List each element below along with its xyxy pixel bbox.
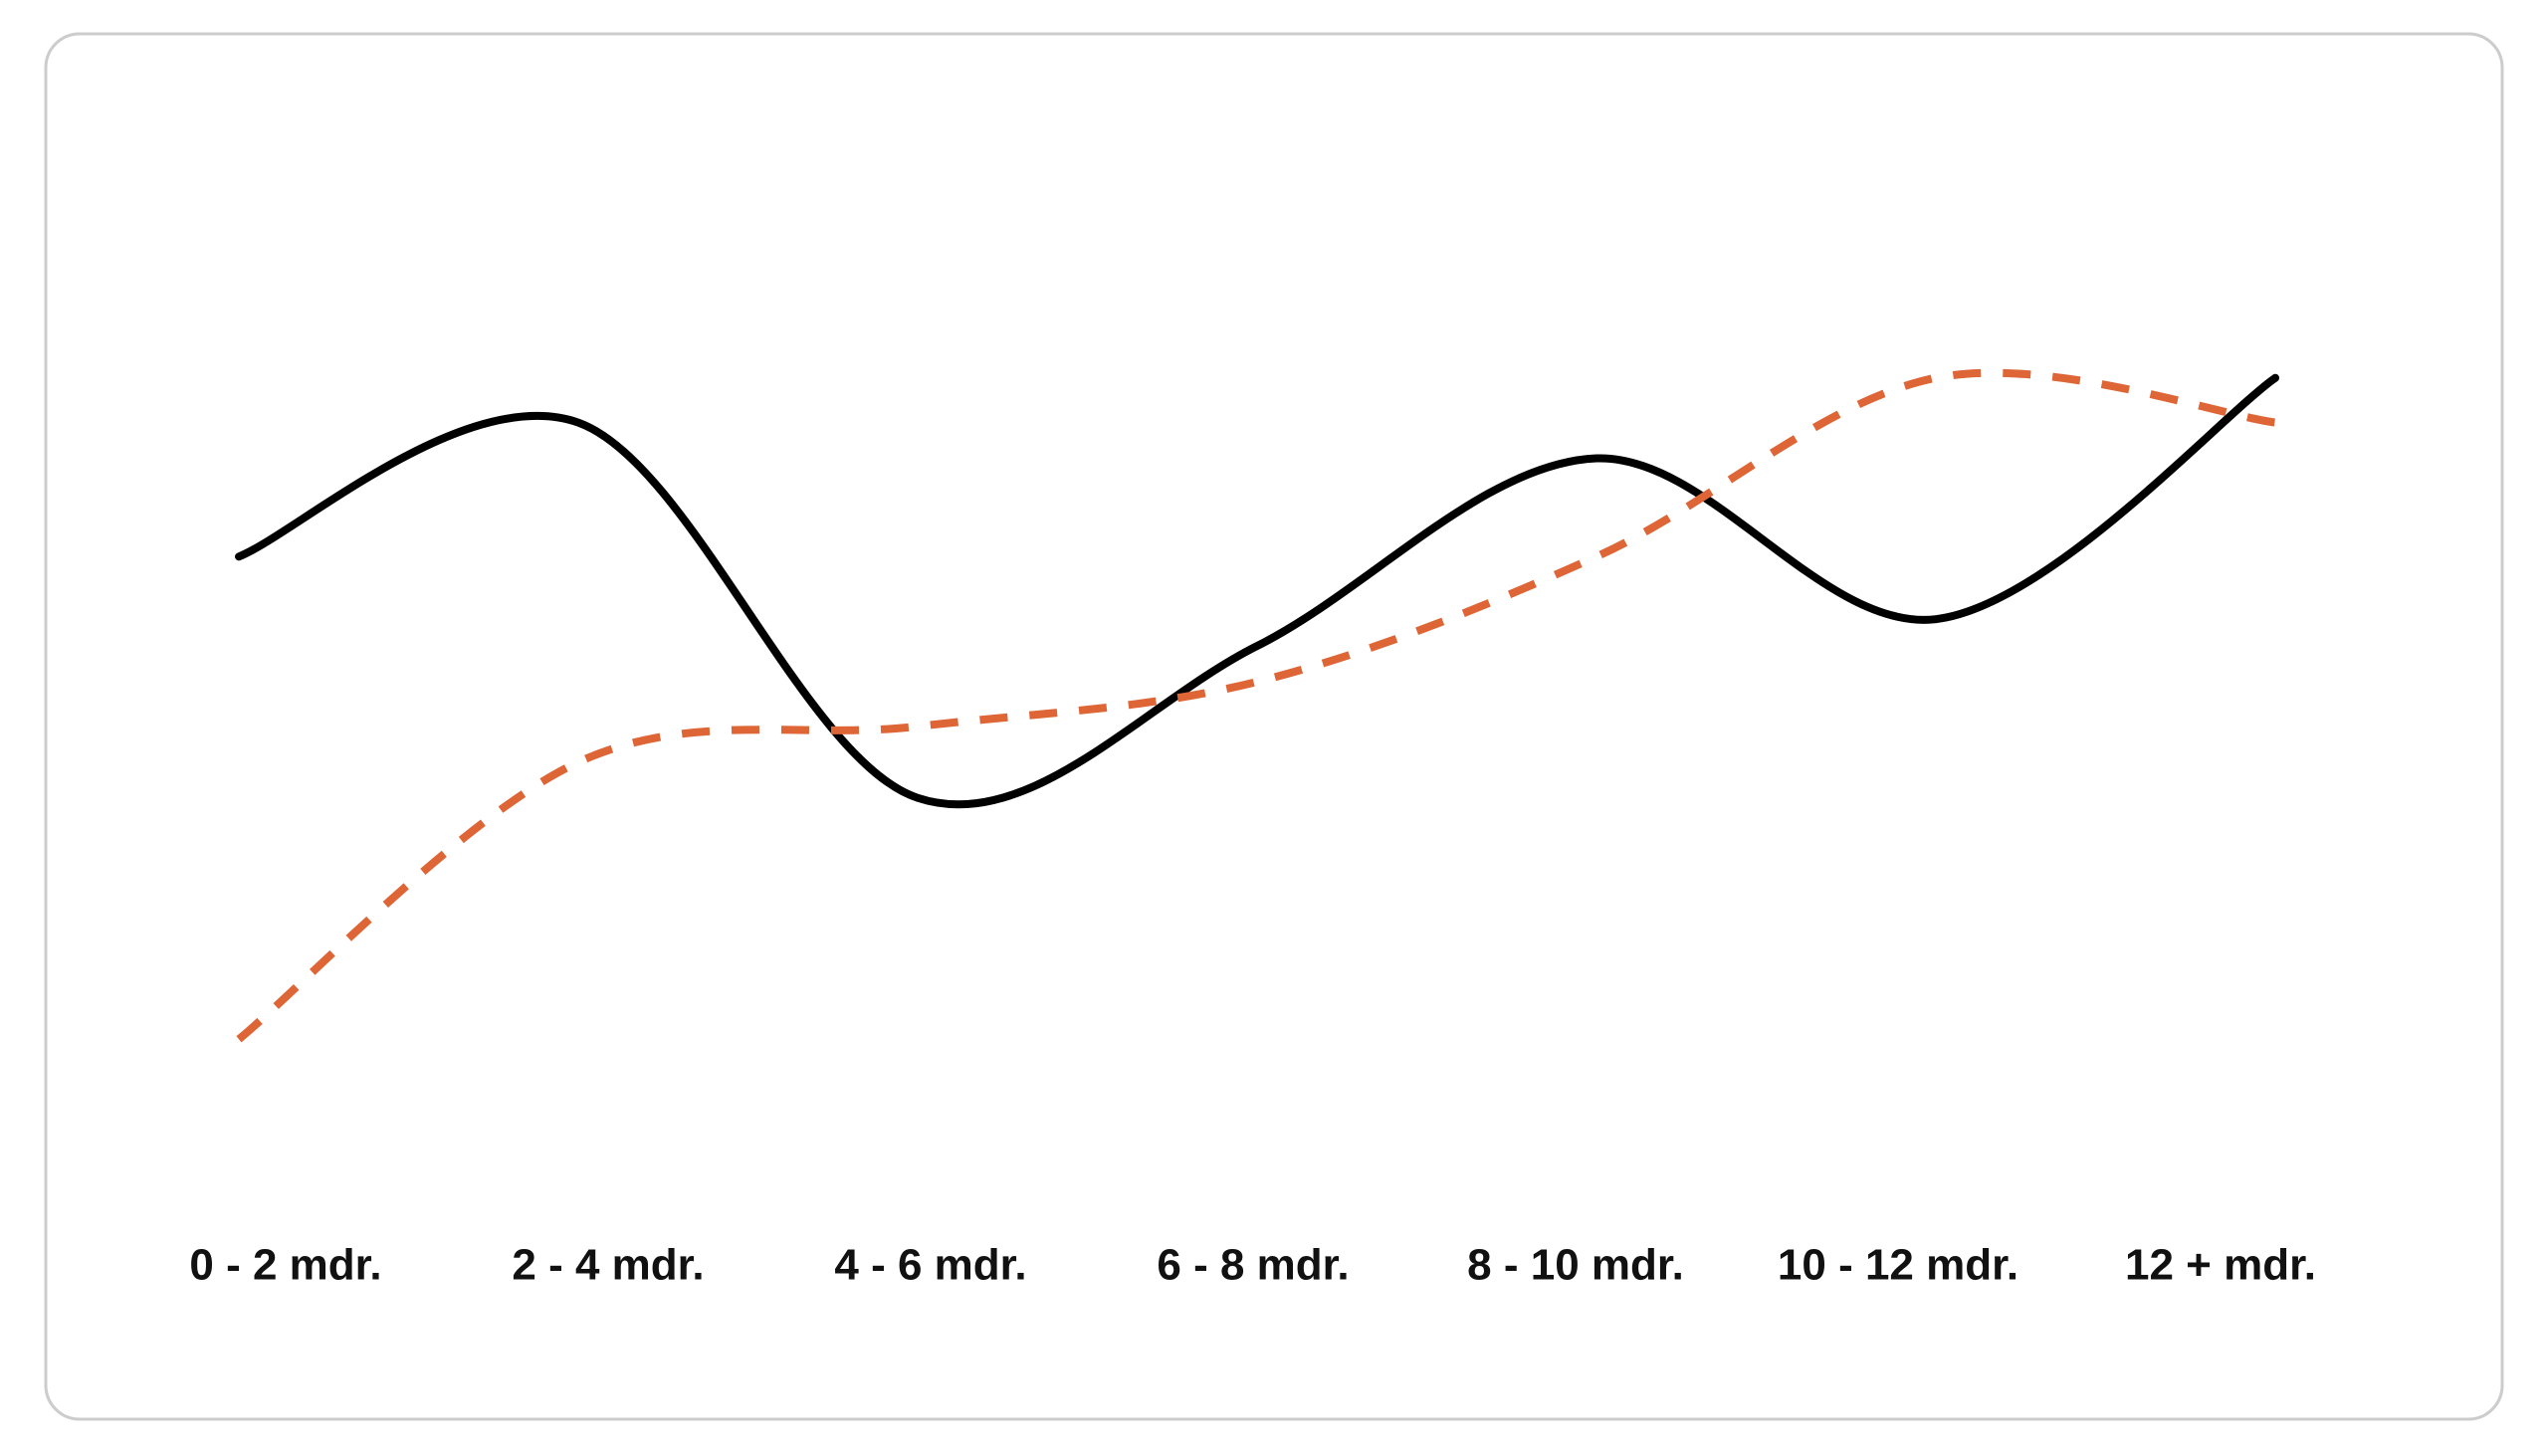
x-tick-label: 10 - 12 mdr. <box>1778 1241 2018 1290</box>
x-tick-label: 4 - 6 mdr. <box>834 1241 1026 1290</box>
card <box>44 32 2504 1421</box>
series-line <box>235 373 2279 809</box>
series-line <box>236 368 2276 1043</box>
x-tick-label: 12 + mdr. <box>2125 1241 2316 1290</box>
x-tick-label: 6 - 8 mdr. <box>1157 1241 1349 1290</box>
x-tick-label: 8 - 10 mdr. <box>1467 1241 1684 1290</box>
x-tick-label: 2 - 4 mdr. <box>512 1241 704 1290</box>
x-tick-label: 0 - 2 mdr. <box>189 1241 381 1290</box>
